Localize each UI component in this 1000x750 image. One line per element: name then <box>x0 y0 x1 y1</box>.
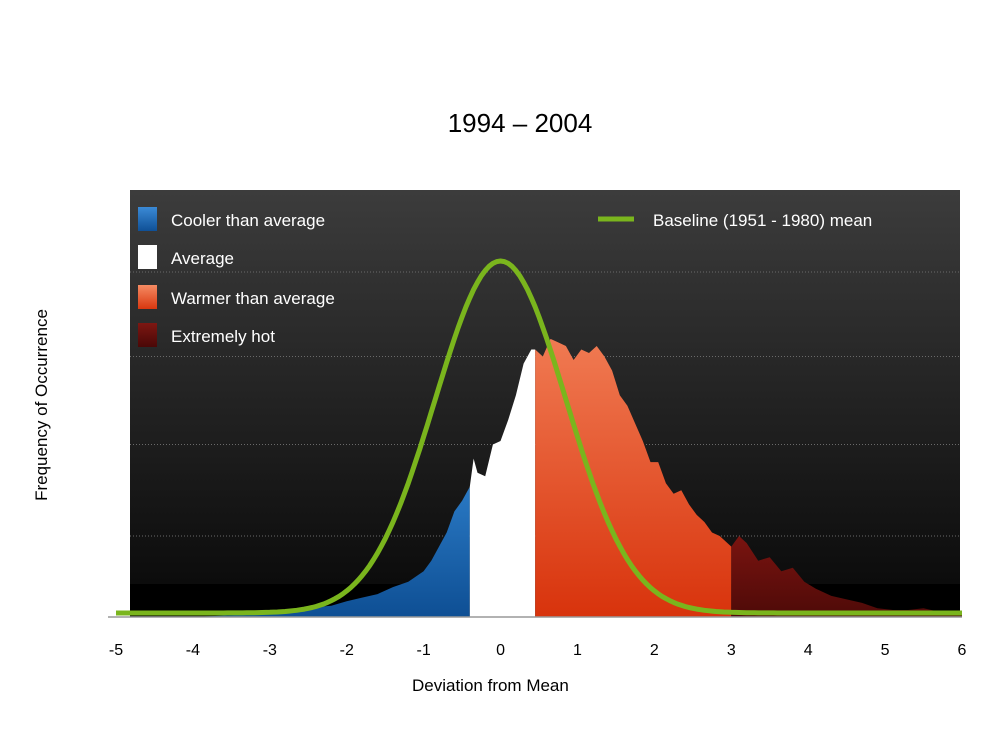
legend-swatch-2 <box>138 285 157 309</box>
series-area-average <box>469 349 536 617</box>
x-tick-label: 3 <box>727 642 736 659</box>
series-area-warmer <box>535 338 732 617</box>
series-area-cooler <box>116 486 470 617</box>
series-area-extremely-hot <box>731 536 962 617</box>
chart-title: 1994 – 2004 <box>447 108 593 138</box>
x-tick-label: 0 <box>496 642 505 659</box>
x-tick-label: -1 <box>417 642 431 659</box>
x-tick-label: 2 <box>650 642 659 659</box>
legend-label-0: Cooler than average <box>171 211 325 230</box>
legend-swatch-3 <box>138 323 157 347</box>
legend-label-2: Warmer than average <box>171 289 335 308</box>
legend-swatch-0 <box>138 207 157 231</box>
legend-label-3: Extremely hot <box>171 327 275 346</box>
series-line-baseline <box>116 258 962 616</box>
legend-label-baseline: Baseline (1951 - 1980) mean <box>653 211 872 230</box>
x-tick-label: -2 <box>340 642 354 659</box>
x-tick-label: -4 <box>186 642 200 659</box>
x-tick-label: 4 <box>804 642 813 659</box>
x-tick-label: -5 <box>109 642 123 659</box>
x-tick-label: 5 <box>881 642 890 659</box>
x-tick-label: 1 <box>573 642 582 659</box>
legend-label-1: Average <box>171 249 234 268</box>
legend-swatch-1 <box>138 245 157 269</box>
x-axis-label: Deviation from Mean <box>412 676 569 695</box>
x-tick-label: -3 <box>263 642 277 659</box>
x-tick-label: 6 <box>958 642 967 659</box>
